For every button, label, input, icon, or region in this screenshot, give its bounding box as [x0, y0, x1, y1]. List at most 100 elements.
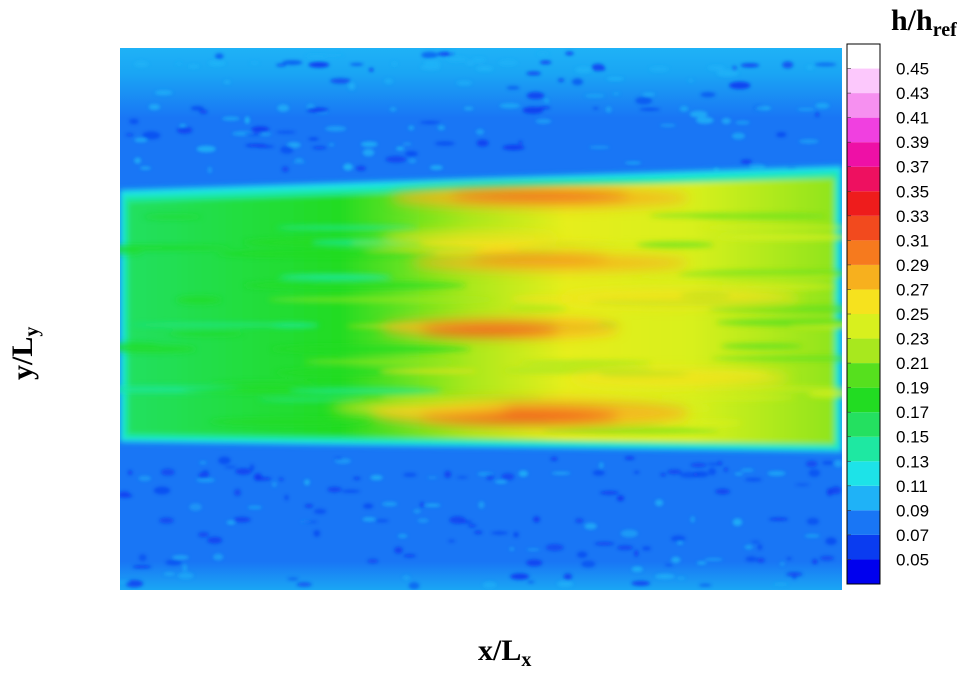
streak: [209, 418, 373, 426]
noise-speck: [834, 459, 843, 468]
noise-speck: [148, 104, 161, 110]
noise-speck: [660, 473, 667, 477]
noise-speck: [575, 518, 584, 523]
noise-speck: [732, 518, 743, 526]
noise-speck: [446, 56, 468, 63]
noise-speck: [456, 80, 473, 86]
noise-speck: [502, 144, 525, 151]
noise-speck: [403, 554, 416, 558]
noise-speck: [471, 57, 486, 63]
noise-speck: [302, 520, 318, 524]
noise-speck: [732, 65, 737, 71]
noise-speck: [477, 472, 494, 476]
noise-speck: [599, 490, 619, 495]
noise-speck: [327, 486, 342, 493]
noise-speck: [631, 580, 651, 586]
noise-speck: [544, 99, 549, 103]
noise-speck: [806, 517, 820, 525]
noise-speck: [419, 121, 441, 124]
noise-speck: [403, 472, 417, 477]
noise-speck: [448, 539, 455, 543]
noise-speck: [421, 51, 438, 59]
noise-speck: [397, 534, 408, 538]
noise-speck: [304, 504, 314, 508]
noise-speck: [745, 477, 762, 482]
noise-speck: [616, 495, 625, 502]
noise-speck: [745, 556, 758, 562]
noise-speck: [499, 103, 520, 109]
noise-speck: [655, 499, 664, 507]
noise-speck: [341, 489, 361, 493]
noise-speck: [696, 116, 714, 124]
noise-speck: [696, 561, 707, 565]
noise-speck: [330, 78, 351, 84]
noise-speck: [159, 517, 174, 524]
noise-speck: [280, 145, 294, 154]
noise-speck: [601, 67, 606, 71]
noise-speck: [584, 522, 597, 530]
noise-speck: [350, 63, 364, 66]
noise-speck: [396, 146, 405, 151]
noise-speck: [558, 78, 565, 82]
streak: [289, 387, 443, 395]
noise-speck: [649, 66, 669, 72]
colorbar-swatch: [847, 93, 880, 118]
x-axis-label: x/Lx: [478, 634, 532, 671]
streak: [210, 381, 316, 386]
noise-speck: [773, 583, 789, 586]
noise-speck: [221, 116, 240, 121]
colorbar-swatch: [847, 363, 880, 388]
streak: [688, 213, 828, 219]
colorbar-swatch: [847, 264, 880, 290]
noise-speck: [348, 82, 356, 90]
noise-speck: [671, 556, 681, 563]
colorbar-tick-label: 0.25: [896, 305, 929, 324]
noise-speck: [513, 531, 519, 538]
streak: [143, 214, 202, 219]
streak: [719, 282, 836, 291]
noise-speck: [755, 106, 772, 111]
noise-speck: [624, 161, 642, 165]
noise-speck: [581, 560, 596, 568]
noise-speck: [812, 559, 818, 565]
noise-speck: [313, 508, 327, 515]
noise-speck: [594, 541, 615, 546]
noise-speck: [535, 118, 552, 124]
colorbar-swatch: [847, 142, 880, 167]
noise-speck: [767, 470, 786, 476]
hotspot: [380, 232, 560, 244]
noise-speck: [165, 559, 182, 566]
noise-speck: [510, 573, 530, 580]
noise-speck: [501, 473, 515, 481]
noise-speck: [571, 78, 584, 86]
noise-speck: [797, 108, 815, 111]
noise-speck: [127, 470, 133, 475]
noise-speck: [526, 548, 540, 551]
noise-speck: [700, 92, 716, 98]
noise-speck: [624, 456, 635, 460]
streak: [715, 319, 876, 326]
noise-speck: [308, 61, 330, 68]
noise-speck: [476, 139, 489, 147]
colorbar-tick-label: 0.21: [896, 354, 929, 373]
noise-speck: [391, 61, 398, 67]
noise-speck: [196, 145, 216, 153]
hotspot: [330, 402, 510, 414]
noise-speck: [207, 166, 212, 174]
noise-speck: [704, 558, 723, 561]
noise-speck: [362, 148, 375, 157]
noise-speck: [642, 546, 651, 551]
noise-speck: [690, 516, 695, 523]
noise-speck: [734, 472, 744, 476]
noise-speck: [249, 61, 260, 64]
colorbar-swatch: [847, 510, 880, 535]
noise-speck: [369, 68, 374, 72]
noise-speck: [518, 140, 523, 145]
noise-speck: [776, 132, 787, 138]
noise-speck: [821, 460, 835, 465]
noise-speck: [536, 52, 549, 56]
heatmap-plot-area: [31, 48, 942, 590]
noise-speck: [312, 146, 327, 150]
noise-speck: [187, 64, 200, 69]
noise-speck: [805, 460, 818, 468]
